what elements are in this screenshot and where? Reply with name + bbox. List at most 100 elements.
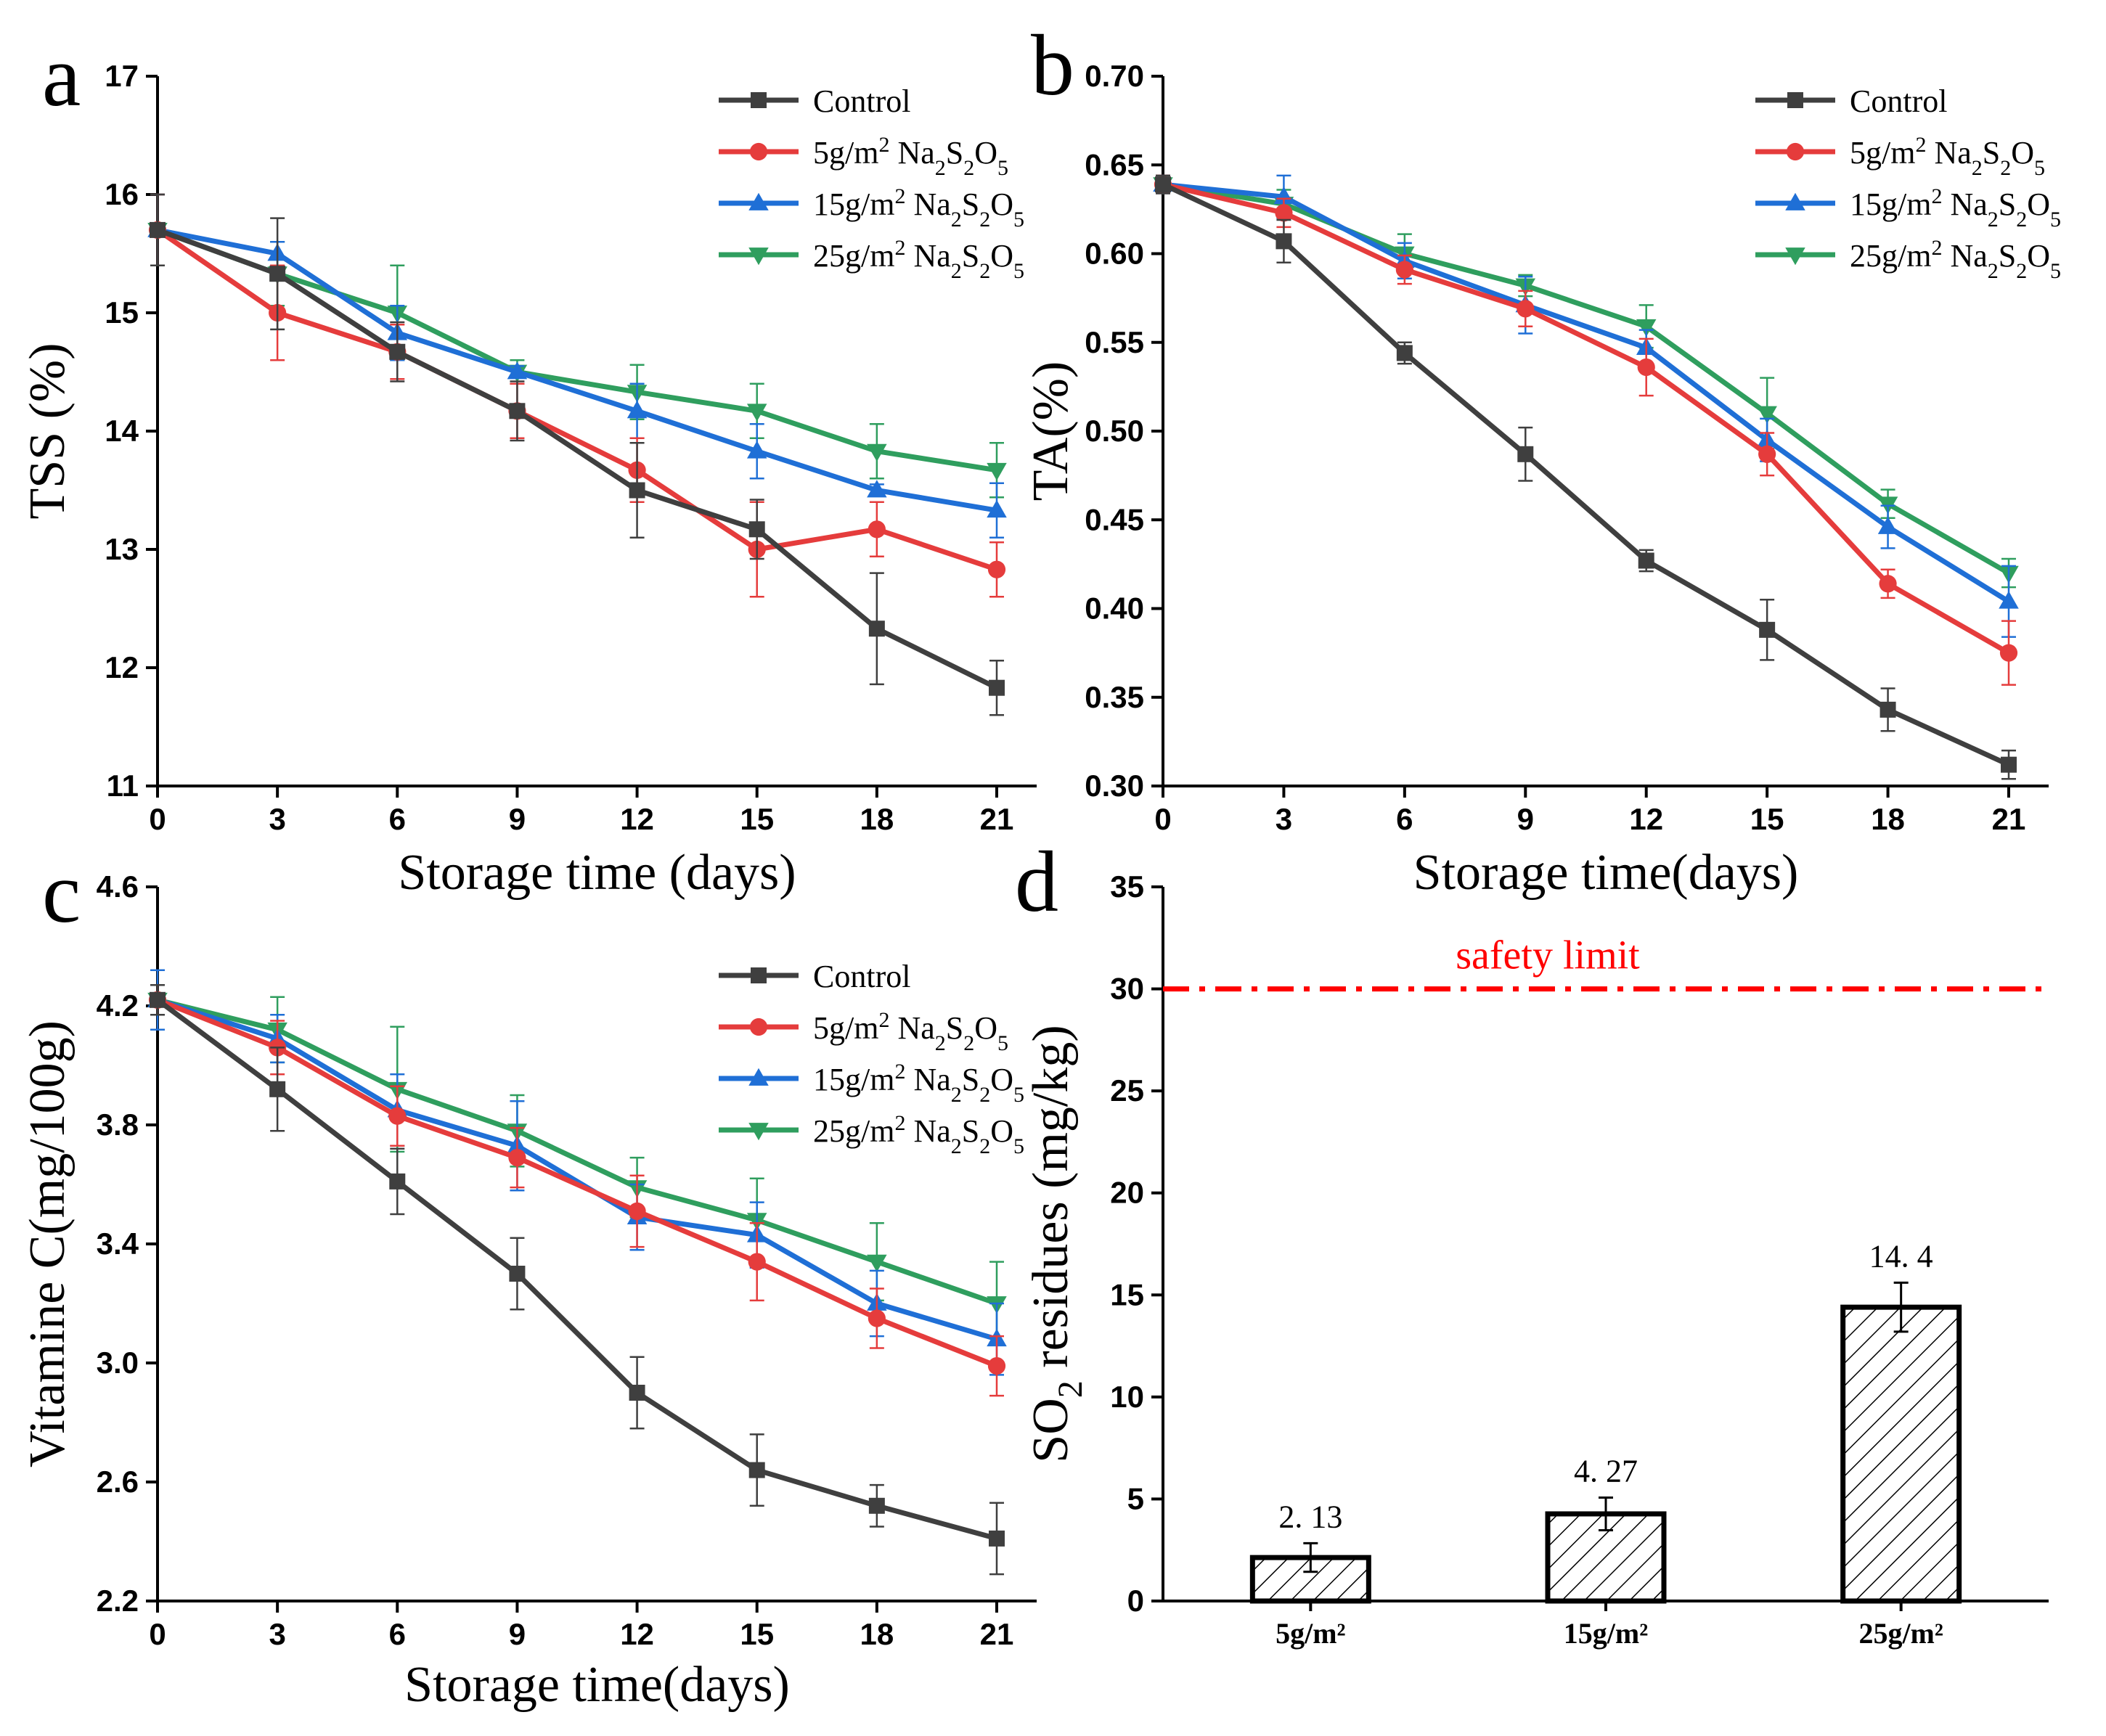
data-point (629, 1385, 645, 1401)
legend-text-part: 2 (894, 1111, 905, 1135)
legend-text-part: 5 (1013, 1134, 1024, 1158)
y-axis-title: SO2 residues (mg/kg) (1023, 1025, 1090, 1462)
data-point (389, 343, 406, 360)
legend-label: 5g/m2 Na2S2O5 (813, 133, 1008, 180)
legend-text-part: 2 (951, 1134, 962, 1158)
data-point (1879, 575, 1897, 593)
legend-text-part: 2 (1972, 156, 1983, 180)
series-line (156, 227, 997, 473)
legend-text-part: 2 (935, 156, 946, 180)
legend-marker (751, 92, 767, 108)
legend-text-part: 2 (979, 1134, 990, 1158)
y-tick-label: 0.70 (1085, 59, 1144, 93)
legend-text-part: 2 (979, 208, 990, 232)
x-tick-label: 6 (389, 1617, 406, 1651)
legend-text-part: 25g/m (813, 1113, 894, 1149)
data-point (746, 404, 767, 422)
legend-label: 25g/m2 Na2S2O5 (813, 236, 1024, 283)
y-tick-label: 0 (1127, 1584, 1144, 1618)
legend-text-part: 5 (2034, 156, 2045, 180)
data-point (1636, 319, 1657, 337)
x-tick-label: 0 (149, 1617, 166, 1651)
y-tick-label: 2.6 (97, 1465, 139, 1499)
legend-text-part: O (990, 187, 1013, 222)
data-point (1880, 701, 1896, 718)
y-tick-label: 25 (1110, 1073, 1144, 1107)
series-line (157, 997, 998, 1306)
legend-text-part: 2 (979, 1083, 990, 1107)
data-point (987, 1357, 1006, 1375)
data-point (748, 521, 765, 538)
legend-text-part: Na (1942, 187, 1987, 222)
legend-text-part: 2 (2016, 259, 2027, 283)
series-line (1162, 181, 2010, 767)
legend-text-part: 2 (2000, 156, 2011, 180)
legend-marker (1785, 247, 1805, 266)
data-point (987, 462, 1007, 481)
y-axis-title: TSS (%) (20, 343, 75, 519)
data-point (1877, 516, 1898, 534)
y-tick-label: 0.60 (1085, 237, 1144, 271)
legend-marker (749, 142, 768, 161)
x-tick-label: 18 (1871, 802, 1905, 836)
data-point (1517, 300, 1535, 318)
legend-label: Control (813, 83, 910, 119)
legend-text-part: S (1983, 135, 2000, 171)
data-point (746, 441, 767, 459)
legend-text-part: Na (905, 238, 950, 274)
legend-marker (748, 192, 769, 210)
data-point (987, 499, 1007, 518)
legend-label: 15g/m2 Na2S2O5 (1850, 184, 2061, 232)
legend-text-part: S (946, 135, 963, 171)
x-tick-label: 21 (1992, 802, 2026, 836)
legend-text-part: Na (905, 1062, 950, 1097)
y-tick-label: 4.2 (97, 988, 139, 1023)
series-line (1162, 181, 2010, 576)
panel-b-ta-chart: b 0.300.350.400.450.500.550.600.650.700 3… (1023, 17, 2061, 901)
x-tick-label: 15 (740, 802, 774, 836)
legend-text-part: 15g/m (813, 1062, 894, 1097)
legend-marker (1785, 192, 1805, 210)
x-axis-title: Storage time(days) (404, 1657, 790, 1713)
legend-text-part: 2 (1988, 259, 1999, 283)
data-point (989, 1530, 1005, 1547)
series-line (156, 997, 998, 1369)
x-tick-label: 15 (740, 1617, 774, 1651)
y-tick-label: 12 (105, 650, 139, 684)
data-point (868, 1497, 885, 1514)
legend-label: 25g/m2 Na2S2O5 (1850, 236, 2061, 283)
legend-text-part: 15g/m (1850, 187, 1931, 222)
y-tick-label: 3.4 (97, 1227, 139, 1261)
legend-text-part: 5 (1013, 208, 1024, 232)
y-tick-label: 20 (1110, 1176, 1144, 1210)
legend-label: 15g/m2 Na2S2O5 (813, 184, 1024, 232)
data-point (868, 1309, 886, 1327)
data-point (269, 266, 286, 282)
y-axis-title: Vitamine C(mg/100g) (20, 1020, 75, 1467)
y-tick-label: 15 (1110, 1277, 1144, 1311)
series-line (157, 227, 997, 513)
data-point (1757, 406, 1777, 424)
legend-text-part: O (990, 238, 1013, 274)
bar-value-label: 14. 4 (1869, 1238, 1933, 1274)
legend-marker (1787, 92, 1803, 108)
x-tick-label: 5g/m² (1276, 1617, 1345, 1650)
x-tick-label: 21 (980, 802, 1014, 836)
legend-text-part: O (990, 1062, 1013, 1097)
x-tick-label: 25g/m² (1858, 1617, 1943, 1650)
legend-text-part: 2 (951, 259, 962, 283)
data-point (1758, 445, 1776, 463)
legend-text-part: 2 (1931, 236, 1942, 260)
legend-text-part: S (946, 1010, 963, 1046)
data-point (509, 1266, 526, 1282)
panel-a-label: a (42, 28, 81, 124)
legend-text-part: O (2027, 187, 2050, 222)
data-point (508, 1149, 526, 1167)
legend-text-part: S (1999, 187, 2016, 222)
y-tick-label: 0.65 (1085, 147, 1144, 181)
panel-b-plot-area: 0.30 0.35 0.40 0.45 0.50 0.55 0.60 0.65 0.70 0 3 6 9… (1023, 59, 2061, 901)
x-axis-title: Storage time(days) (1413, 845, 1799, 901)
data-point (627, 400, 648, 419)
